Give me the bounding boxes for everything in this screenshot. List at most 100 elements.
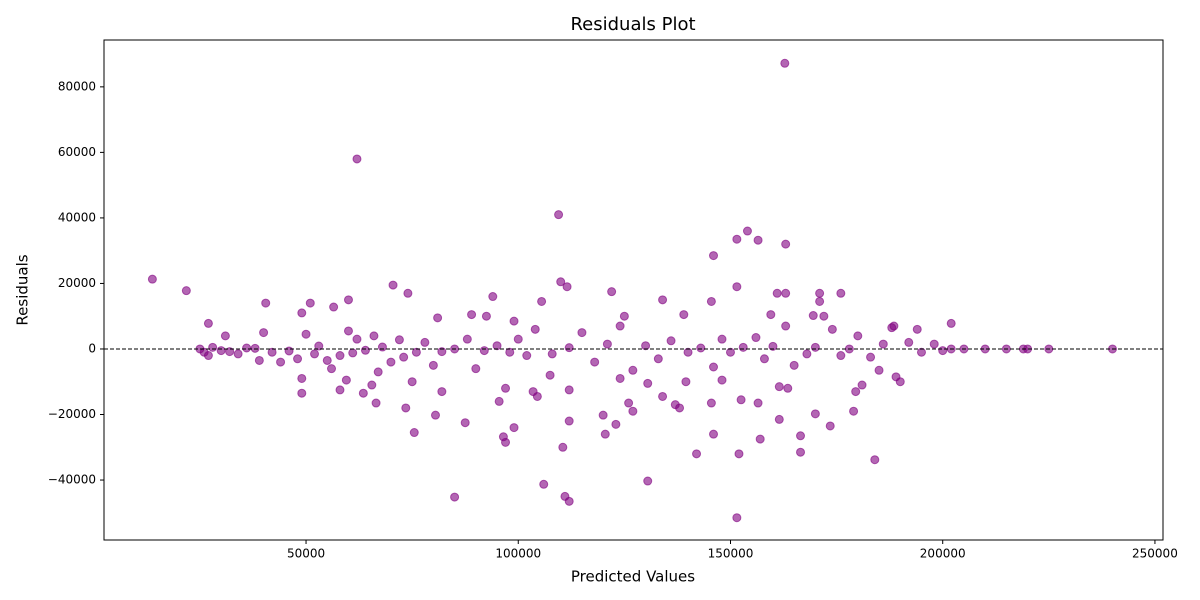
point xyxy=(774,414,784,424)
point xyxy=(494,396,504,406)
point xyxy=(725,347,735,357)
point xyxy=(929,339,939,349)
point xyxy=(755,434,765,444)
point xyxy=(781,288,791,298)
point xyxy=(267,347,277,357)
point xyxy=(598,410,608,420)
point xyxy=(301,329,311,339)
point xyxy=(220,331,230,341)
point xyxy=(437,347,447,357)
point xyxy=(772,288,782,298)
point xyxy=(717,375,727,385)
point xyxy=(781,321,791,331)
x-tick-label: 50000 xyxy=(287,547,325,561)
point xyxy=(607,287,617,297)
point xyxy=(216,346,226,356)
point xyxy=(369,331,379,341)
y-tick-label: 0 xyxy=(88,341,96,355)
point xyxy=(352,154,362,164)
point xyxy=(358,388,368,398)
point xyxy=(628,365,638,375)
point xyxy=(250,343,260,353)
y-axis-label: Residuals xyxy=(14,254,32,325)
point xyxy=(352,334,362,344)
point xyxy=(564,343,574,353)
point xyxy=(233,349,243,359)
point xyxy=(938,346,948,356)
point xyxy=(558,442,568,452)
y-tick-label: −40000 xyxy=(48,473,96,487)
point xyxy=(488,292,498,302)
point xyxy=(360,345,370,355)
point xyxy=(530,324,540,334)
point xyxy=(327,364,337,374)
point xyxy=(297,308,307,318)
point xyxy=(564,416,574,426)
point xyxy=(371,398,381,408)
point xyxy=(666,336,676,346)
point xyxy=(870,455,880,465)
point xyxy=(780,58,790,68)
point xyxy=(670,400,680,410)
point xyxy=(641,341,651,351)
point xyxy=(433,313,443,323)
point xyxy=(564,496,574,506)
point xyxy=(912,324,922,334)
point xyxy=(810,342,820,352)
point xyxy=(297,388,307,398)
point xyxy=(815,288,825,298)
point xyxy=(658,391,668,401)
point xyxy=(522,351,532,361)
point xyxy=(460,418,470,428)
point xyxy=(717,334,727,344)
point xyxy=(479,346,489,356)
point xyxy=(946,318,956,328)
point xyxy=(857,380,867,390)
point xyxy=(802,349,812,359)
point xyxy=(732,234,742,244)
point xyxy=(208,342,218,352)
point xyxy=(147,274,157,284)
point xyxy=(706,296,716,306)
point xyxy=(297,373,307,383)
point xyxy=(492,341,502,351)
point xyxy=(284,346,294,356)
point xyxy=(401,403,411,413)
point xyxy=(742,226,752,236)
point xyxy=(709,362,719,372)
point xyxy=(539,479,549,489)
point xyxy=(305,298,315,308)
point xyxy=(611,419,621,429)
point xyxy=(276,357,286,367)
point xyxy=(810,409,820,419)
point xyxy=(643,378,653,388)
point xyxy=(628,406,638,416)
point xyxy=(709,429,719,439)
point xyxy=(377,342,387,352)
point xyxy=(615,373,625,383)
point xyxy=(796,447,806,457)
point xyxy=(577,328,587,338)
point xyxy=(615,321,625,331)
point xyxy=(420,337,430,347)
point xyxy=(768,341,778,351)
point xyxy=(783,383,793,393)
point xyxy=(203,351,213,361)
point xyxy=(683,347,693,357)
point xyxy=(658,295,668,305)
point xyxy=(562,282,572,292)
point xyxy=(407,377,417,387)
point xyxy=(261,298,271,308)
point xyxy=(314,341,324,351)
point xyxy=(904,337,914,347)
point xyxy=(849,406,859,416)
point xyxy=(851,387,861,397)
point xyxy=(554,210,564,220)
point xyxy=(736,395,746,405)
point xyxy=(774,382,784,392)
point xyxy=(513,334,523,344)
point xyxy=(619,311,629,321)
point xyxy=(732,513,742,523)
point xyxy=(825,421,835,431)
